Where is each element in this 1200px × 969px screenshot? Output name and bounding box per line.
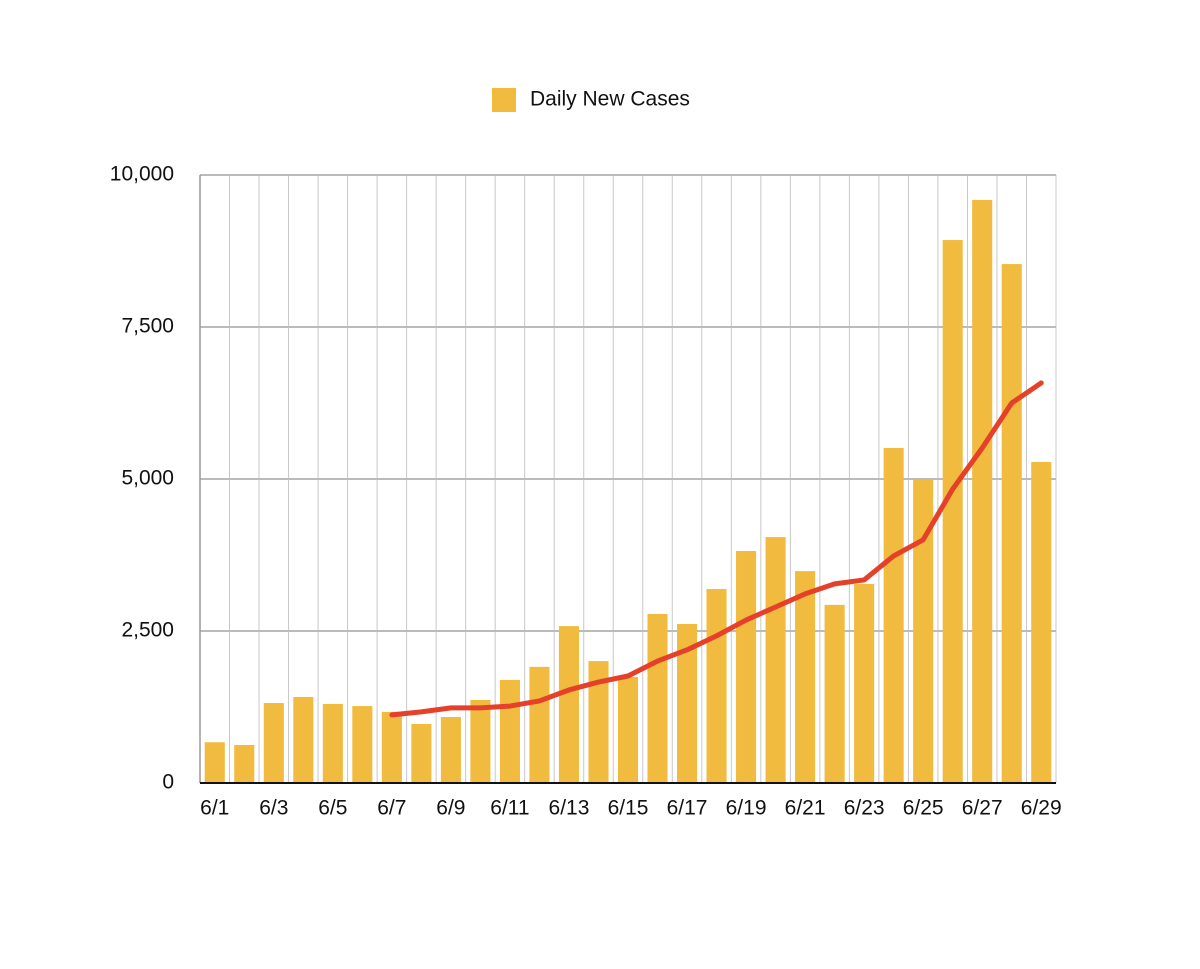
x-tick-label: 6/29 [1021, 797, 1062, 820]
bar [824, 604, 845, 783]
bar [234, 745, 255, 783]
bar [204, 742, 225, 783]
bar [440, 717, 461, 783]
bar [263, 703, 284, 783]
bar [322, 703, 343, 783]
bar [913, 479, 934, 783]
x-tick-label: 6/3 [259, 797, 288, 820]
y-tick-label: 10,000 [110, 163, 174, 186]
x-tick-label: 6/15 [608, 797, 649, 820]
bar [942, 240, 963, 783]
bar [972, 199, 993, 784]
bar [883, 447, 904, 783]
x-tick-label: 6/13 [549, 797, 590, 820]
x-tick-label: 6/27 [962, 797, 1003, 820]
bar [676, 624, 698, 783]
bar [381, 711, 402, 783]
bar [411, 724, 432, 783]
x-tick-label: 6/11 [490, 797, 529, 820]
y-tick-label: 2,500 [121, 619, 174, 642]
x-tick-label: 6/9 [436, 797, 465, 820]
x-tick-label: 6/21 [785, 797, 826, 820]
bar [795, 571, 816, 783]
y-tick-label: 7,500 [121, 315, 174, 338]
x-tick-label: 6/25 [903, 797, 944, 820]
x-tick-label: 6/7 [377, 797, 406, 820]
bar [765, 537, 786, 783]
bar [588, 661, 609, 783]
bar [854, 583, 875, 783]
bar [706, 589, 727, 783]
line [389, 380, 1044, 718]
x-tick-label: 6/23 [844, 797, 885, 820]
bar [647, 613, 668, 783]
bar [1001, 264, 1022, 783]
x-tick-label: 6/1 [200, 797, 229, 820]
bar [558, 626, 580, 783]
x-tick-label: 6/17 [667, 797, 708, 820]
bar [499, 679, 520, 783]
legend-swatch [492, 88, 516, 112]
bar [352, 706, 373, 783]
y-tick-label: 5,000 [121, 467, 174, 490]
bar [529, 666, 550, 783]
bar [293, 696, 314, 783]
legend-label: Daily New Cases [530, 88, 690, 111]
bar [1031, 461, 1052, 783]
x-tick-label: 6/19 [726, 797, 767, 820]
bar [617, 676, 639, 783]
bar [736, 551, 757, 783]
x-tick-label: 6/5 [318, 797, 347, 820]
bar [470, 700, 491, 783]
y-tick-label: 0 [162, 771, 174, 794]
